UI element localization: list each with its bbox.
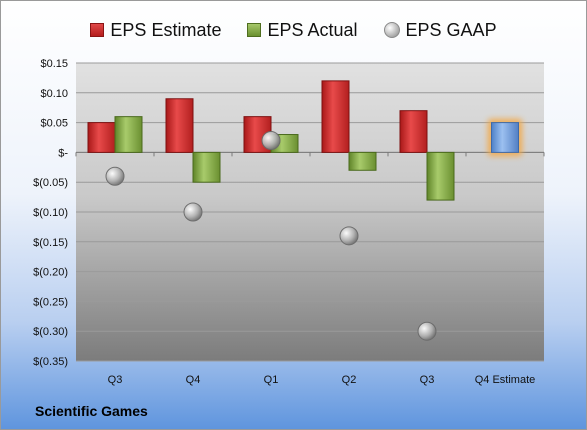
legend-swatch-estimate bbox=[90, 23, 105, 37]
legend-item-estimate: EPS Estimate bbox=[90, 20, 221, 41]
company-name: Scientific Games bbox=[35, 403, 148, 419]
legend-label-estimate: EPS Estimate bbox=[110, 19, 222, 40]
legend-swatch-actual bbox=[247, 23, 262, 37]
eps-actual-bar bbox=[192, 151, 221, 183]
eps-estimate-bar bbox=[321, 80, 350, 153]
legend-item-actual: EPS Actual bbox=[247, 19, 358, 41]
y-tick-label: $(0.30) bbox=[33, 326, 68, 338]
eps-actual-bar bbox=[114, 116, 143, 153]
y-tick-label: $0.05 bbox=[40, 118, 68, 130]
y-tick-label: $0.10 bbox=[40, 88, 68, 100]
eps-gaap-point bbox=[183, 202, 203, 222]
x-tick-label: Q4 Estimate bbox=[475, 374, 536, 386]
x-tick-label: Q2 bbox=[342, 374, 357, 386]
eps-estimate-bar bbox=[399, 110, 428, 153]
x-tick-label: Q3 bbox=[420, 374, 435, 386]
eps-gaap-point bbox=[261, 130, 281, 150]
eps-estimate-bar bbox=[87, 122, 116, 153]
gaap-points bbox=[105, 130, 437, 341]
eps-gaap-point bbox=[417, 321, 437, 341]
eps-gaap-point bbox=[339, 226, 359, 246]
eps-actual-bar bbox=[348, 151, 377, 171]
x-tick-label: Q3 bbox=[108, 374, 123, 386]
axes: $0.15 $0.10 $0.05 $- $(0.05) $(0.10) $(0.15) $(… bbox=[33, 58, 545, 386]
y-tick-label: $(0.15) bbox=[33, 237, 68, 249]
legend-label-gaap: EPS GAAP bbox=[405, 19, 497, 40]
legend-swatch-gaap bbox=[383, 22, 400, 38]
y-tick-label: $(0.20) bbox=[33, 267, 68, 279]
eps-gaap-point bbox=[105, 166, 125, 186]
x-tick-label: Q1 bbox=[264, 374, 279, 386]
eps-actual-bar bbox=[426, 151, 455, 201]
legend: EPS Estimate EPS Actual EPS GAAP bbox=[1, 15, 586, 45]
y-tick-label: $(0.35) bbox=[33, 356, 68, 368]
y-tick-label: $(0.10) bbox=[33, 207, 68, 219]
legend-item-gaap: EPS GAAP bbox=[383, 19, 497, 41]
q4-estimate-bar bbox=[491, 122, 519, 153]
y-tick-label: $(0.25) bbox=[33, 296, 68, 308]
eps-estimate-bar bbox=[165, 98, 194, 153]
y-tick-label: $- bbox=[58, 147, 68, 159]
y-tick-label: $(0.05) bbox=[33, 177, 68, 189]
legend-label-actual: EPS Actual bbox=[267, 19, 358, 40]
x-tick-label: Q4 bbox=[186, 374, 201, 386]
y-tick-label: $0.15 bbox=[40, 58, 68, 70]
